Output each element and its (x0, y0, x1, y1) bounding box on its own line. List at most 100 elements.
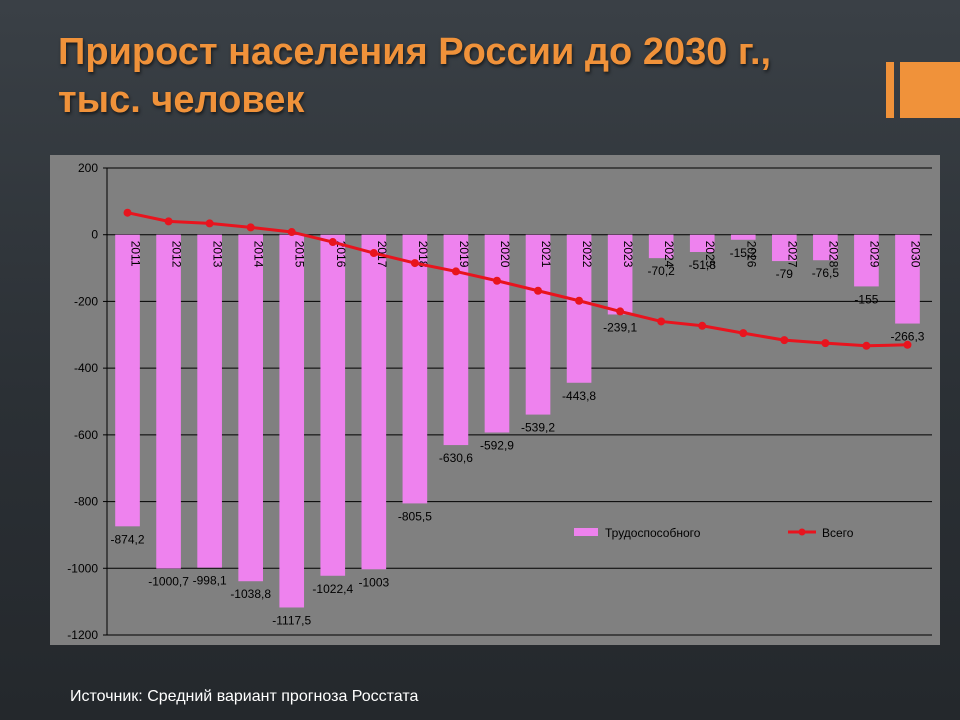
bar-value-label: -76,5 (812, 266, 840, 280)
bar-value-label: -443,8 (562, 389, 596, 403)
category-labels: 2011 2012 2013 2014 2015 2016 2017 2018 2019 2020… (129, 241, 923, 268)
total-point-2026 (739, 329, 748, 338)
bar-2030 (895, 234, 920, 324)
category-label-2023: 2023 (621, 241, 635, 268)
total-line (123, 208, 912, 350)
category-label-2026: 2026 (744, 241, 758, 268)
total-point-2030 (903, 340, 912, 349)
total-point-2015 (287, 228, 296, 237)
source-note: Источник: Средний вариант прогноза Росст… (70, 688, 419, 705)
total-point-2028 (821, 339, 830, 348)
y-tick-label: -200 (74, 294, 98, 308)
bar-value-label: -1022,4 (312, 582, 353, 596)
bar-2025 (689, 234, 715, 252)
chart-svg: 2011 2012 2013 2014 2015 2016 2017 2018 2019 2020… (50, 155, 940, 645)
total-point-2012 (164, 217, 173, 226)
bar-value-label: -998,1 (193, 574, 227, 588)
total-point-2025 (698, 321, 707, 330)
y-tick-label: -1200 (67, 628, 98, 642)
y-tick-label: -600 (74, 428, 98, 442)
bar-2014 (238, 234, 263, 582)
category-label-2019: 2019 (457, 241, 471, 268)
total-point-2018 (410, 259, 419, 268)
page-title: Прирост населения России до 2030 г., тыс… (58, 28, 878, 124)
bar-2011 (115, 234, 140, 527)
total-point-2016 (328, 238, 337, 247)
bar-value-label: -15,2 (730, 246, 758, 260)
bar-value-label: -874,2 (111, 532, 145, 546)
bar-value-label: -266,3 (890, 330, 924, 344)
total-point-2024 (657, 317, 666, 326)
bar-value-label: -1038,8 (230, 587, 271, 601)
title-line-1: Прирост населения России до 2030 г., (58, 31, 772, 73)
legend-line-marker (798, 528, 806, 536)
legend: Трудоспособного Всего (574, 526, 854, 540)
bar-2020 (484, 234, 510, 433)
bar-value-label: -239,1 (603, 320, 637, 334)
bars (115, 234, 920, 608)
legend-line-label: Всего (822, 526, 854, 540)
total-point-2022 (575, 296, 584, 305)
bar-2022 (566, 234, 592, 383)
total-point-2021 (534, 286, 543, 295)
bar-value-label: -51,8 (689, 258, 717, 272)
bar-2024 (648, 234, 674, 259)
bar-value-label: -805,5 (398, 509, 432, 523)
legend-bar-swatch (574, 528, 598, 536)
category-label-2014: 2014 (252, 241, 266, 268)
y-tick-label: -400 (74, 361, 98, 375)
total-point-2020 (492, 276, 501, 285)
bar-value-label: -79 (776, 267, 794, 281)
bar-value-label: -155 (854, 292, 878, 306)
total-point-2029 (862, 341, 871, 350)
category-label-2030: 2030 (908, 241, 922, 268)
total-point-2011 (123, 208, 132, 217)
y-tick-label: -800 (74, 495, 98, 509)
bar-2017 (361, 234, 387, 570)
bar-2026 (730, 234, 756, 240)
category-label-2015: 2015 (293, 241, 307, 268)
bar-2027 (772, 234, 797, 262)
category-label-2012: 2012 (170, 241, 184, 268)
total-point-2027 (780, 336, 789, 345)
category-label-2013: 2013 (211, 241, 225, 268)
category-label-2020: 2020 (498, 241, 512, 268)
bar-value-label: -1003 (358, 575, 389, 589)
category-label-2016: 2016 (334, 241, 348, 268)
title-line-2: тыс. человек (58, 79, 305, 121)
category-label-2018: 2018 (416, 241, 430, 268)
bar-2018 (402, 234, 428, 504)
chart: 2011 2012 2013 2014 2015 2016 2017 2018 2019 2020… (50, 155, 940, 645)
bar-value-label: -1000,7 (148, 575, 189, 589)
bar-2016 (320, 234, 346, 576)
category-label-2027: 2027 (785, 241, 799, 268)
category-label-2025: 2025 (703, 241, 717, 268)
category-label-2028: 2028 (826, 241, 840, 268)
category-label-2022: 2022 (580, 241, 594, 268)
bar-value-label: -70,2 (647, 264, 675, 278)
category-label-2024: 2024 (662, 241, 676, 268)
bar-value-label: -592,9 (480, 438, 514, 452)
legend-bar-label: Трудоспособного (605, 526, 701, 540)
category-label-2021: 2021 (539, 241, 553, 268)
bar-value-label: -539,2 (521, 421, 555, 435)
bar-2013 (197, 234, 222, 568)
bar-value-label: -630,6 (439, 451, 473, 465)
total-line-path (127, 211, 908, 348)
accent-block (900, 62, 960, 118)
accent-bar (886, 62, 894, 118)
bar-2029 (854, 234, 879, 287)
category-label-2011: 2011 (129, 241, 143, 267)
y-axis-ticks: 200 0 -200 -400 -600 -800 -1000 -1200 (67, 161, 108, 642)
y-tick-label: 200 (78, 161, 98, 175)
category-label-2029: 2029 (867, 241, 881, 268)
total-point-2014 (246, 223, 255, 232)
y-tick-label: 0 (91, 228, 98, 242)
y-tick-label: -1000 (67, 561, 98, 575)
bar-2021 (525, 234, 551, 415)
bar-2015 (279, 234, 305, 608)
total-point-2019 (451, 267, 460, 276)
bar-2012 (156, 234, 181, 569)
data-labels: -874,2 -1000,7 -998,1-1038,8-1117,5 -1022,4… (111, 246, 925, 628)
total-point-2017 (369, 249, 378, 258)
